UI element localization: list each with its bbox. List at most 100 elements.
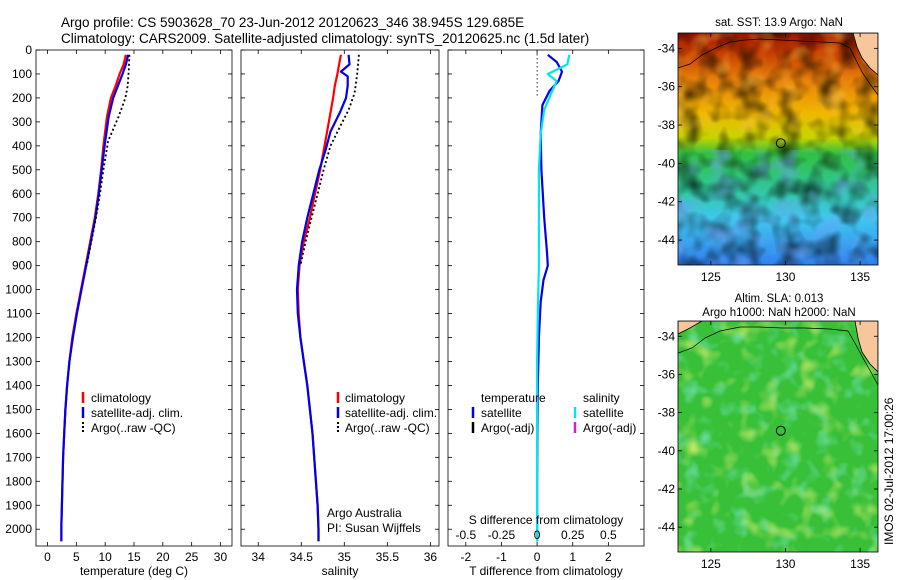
sla-map-title-2: Argo h1000: NaN h2000: NaN bbox=[702, 307, 855, 319]
map-x-tick-label: 135 bbox=[850, 270, 870, 284]
salinity-ticks: 34 34.5 35 35.5 36 bbox=[241, 49, 439, 564]
x-tick-label: 0 bbox=[534, 550, 541, 564]
float-location-marker bbox=[775, 138, 786, 149]
map-x-tick-label: 135 bbox=[850, 557, 870, 571]
x-tick-label: 5 bbox=[73, 550, 80, 564]
series-line-argo-raw-qc- bbox=[299, 54, 360, 266]
y-tick-label: 700 bbox=[12, 211, 32, 225]
map-y-tick-label: -40 bbox=[658, 156, 676, 170]
legend-label-argo: Argo(..raw -QC) bbox=[91, 421, 176, 435]
figure-title-line1: Argo profile: CS 5903628_70 23-Jun-2012 … bbox=[61, 15, 524, 30]
figure-title-line2: Climatology: CARS2009. Satellite-adjuste… bbox=[61, 31, 589, 46]
salinity-legend: climatology satellite-adj. clim. Argo(..… bbox=[336, 391, 437, 435]
map-x-tick-label: 130 bbox=[775, 270, 795, 284]
x2-tick-label: 0 bbox=[534, 528, 541, 542]
map-x-tick-label: 125 bbox=[701, 270, 721, 284]
temperature-lines bbox=[60, 54, 131, 542]
x-tick-label: 20 bbox=[156, 550, 170, 564]
secondary-axis-ticks: -0.5 -0.25 0 0.25 0.5 bbox=[455, 528, 617, 542]
y-tick-label: 1600 bbox=[5, 426, 32, 440]
y-tick-label: 1300 bbox=[5, 354, 32, 368]
difference-lines bbox=[536, 50, 571, 542]
legend-label-climatology: climatology bbox=[91, 391, 151, 405]
imos-timestamp: IMOS 02-Jul-2012 17:00:26 bbox=[882, 397, 896, 545]
sla-map-title-1: Altim. SLA: 0.013 bbox=[735, 293, 824, 305]
x-tick-label: 1 bbox=[569, 550, 576, 564]
legend-label-sal-satellite: satellite bbox=[583, 406, 624, 420]
y-tick-label: 2000 bbox=[5, 522, 32, 536]
x-tick-label: 0 bbox=[44, 550, 51, 564]
y-tick-label: 1500 bbox=[5, 402, 32, 416]
map-y-tick-label: -34 bbox=[658, 329, 676, 343]
sla-map bbox=[678, 321, 878, 552]
y-tick-label: 0 bbox=[25, 43, 32, 57]
map-y-tick-label: -42 bbox=[658, 482, 676, 496]
y-tick-label: 800 bbox=[12, 235, 32, 249]
sst-map-ticks: 125 130 135 -34 -36 -38 -40 -42 -44 bbox=[658, 33, 878, 284]
difference-axes bbox=[447, 49, 645, 547]
x-tick-label: 35.5 bbox=[376, 550, 400, 564]
y-tick-label: 400 bbox=[12, 139, 32, 153]
legend-label-satellite: satellite-adj. clim. bbox=[345, 406, 437, 420]
temperature-legend: climatology satellite-adj. clim. Argo(..… bbox=[81, 391, 183, 435]
y-tick-label: 300 bbox=[12, 115, 32, 129]
map-y-tick-label: -38 bbox=[658, 118, 676, 132]
map-y-tick-label: -36 bbox=[658, 367, 676, 381]
legend-heading-temperature: temperature bbox=[481, 391, 546, 405]
map-y-tick-label: -40 bbox=[658, 444, 676, 458]
x-axis-label: salinity bbox=[322, 564, 359, 578]
sla-land bbox=[854, 321, 878, 373]
series-line-satellite-adj-clim- bbox=[60, 54, 130, 542]
legend-label-argo: Argo(..raw -QC) bbox=[345, 421, 430, 435]
y-tick-label: 1800 bbox=[5, 474, 32, 488]
y-tick-label: 1100 bbox=[6, 307, 32, 321]
float-location-marker bbox=[775, 425, 786, 436]
sla-map-ticks: 125 130 135 -34 -36 -38 -40 -42 -44 bbox=[658, 321, 878, 571]
difference-legend: temperature satellite Argo(-adj) salinit… bbox=[471, 391, 636, 435]
x-axis-label: temperature (deg C) bbox=[80, 564, 188, 578]
y-tick-label: 1900 bbox=[5, 498, 32, 512]
map-x-tick-label: 125 bbox=[701, 557, 721, 571]
x-tick-label: 35 bbox=[338, 550, 352, 564]
x-tick-label: 10 bbox=[98, 550, 112, 564]
map-x-tick-label: 130 bbox=[775, 557, 795, 571]
map-y-tick-label: -42 bbox=[658, 195, 676, 209]
y-tick-label: 1700 bbox=[5, 450, 32, 464]
legend-heading-salinity: salinity bbox=[583, 391, 620, 405]
y-tick-label: 1400 bbox=[5, 378, 32, 392]
legend-label-temp-satellite: satellite bbox=[481, 406, 522, 420]
series-line-salinity-satellite bbox=[536, 54, 571, 542]
sst-texture-warm bbox=[678, 33, 878, 133]
note-pi: PI: Susan Wijffels bbox=[327, 521, 421, 535]
legend-label-temp-argo: Argo(-adj) bbox=[481, 421, 534, 435]
x2-tick-label: 0.5 bbox=[600, 528, 617, 542]
salinity-axes bbox=[240, 49, 440, 547]
x2-tick-label: 0.25 bbox=[561, 528, 585, 542]
sla-shelf-contour bbox=[678, 326, 878, 386]
x-tick-label: 15 bbox=[127, 550, 141, 564]
x-tick-label: -2 bbox=[460, 550, 471, 564]
x-tick-label: 36 bbox=[424, 550, 438, 564]
legend-label-climatology: climatology bbox=[345, 391, 405, 405]
x-tick-label: 30 bbox=[214, 550, 228, 564]
map-y-tick-label: -38 bbox=[658, 406, 676, 420]
y-tick-label: 1200 bbox=[5, 331, 32, 345]
note-argo-australia: Argo Australia bbox=[327, 506, 402, 520]
y-tick-label: 200 bbox=[12, 91, 32, 105]
salinity-lines bbox=[295, 54, 360, 542]
x-tick-label: 2 bbox=[605, 550, 612, 564]
y-tick-label: 100 bbox=[12, 67, 32, 81]
y-tick-label: 1000 bbox=[5, 283, 32, 297]
sla-map-frame bbox=[677, 320, 879, 553]
sst-texture-cool bbox=[678, 150, 878, 265]
map-y-tick-label: -34 bbox=[658, 41, 676, 55]
x2-tick-label: -0.5 bbox=[455, 528, 476, 542]
x-tick-label: -1 bbox=[496, 550, 507, 564]
x-tick-label: 34 bbox=[252, 550, 266, 564]
map-y-tick-label: -36 bbox=[658, 80, 676, 94]
sla-texture-low bbox=[678, 321, 878, 552]
sst-shelf-contour bbox=[678, 38, 878, 96]
x-axis-label: T difference from climatology bbox=[469, 564, 623, 578]
y-tick-label: 900 bbox=[12, 259, 32, 273]
